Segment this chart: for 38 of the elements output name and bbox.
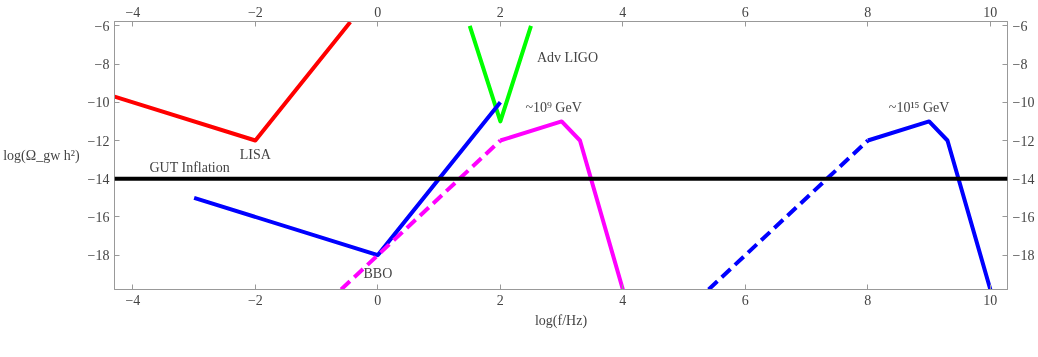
ref-line-label: GUT Inflation [149, 159, 230, 175]
y-tick-label: −8 [94, 57, 110, 73]
x-tick-label: −4 [125, 4, 141, 20]
x2-tick-label: −2 [247, 292, 263, 308]
y-tick-label: −16 [87, 209, 110, 225]
series-label: BBO [363, 265, 393, 281]
y-tick-label: −18 [87, 248, 110, 264]
y2-tick-label: −12 [1012, 133, 1035, 149]
x2-tick-label: 6 [741, 292, 749, 308]
x-tick-label: 8 [864, 4, 872, 20]
y-tick-label: −14 [87, 171, 110, 187]
y-tick-label: −10 [87, 95, 110, 111]
x-tick-label: 0 [374, 4, 382, 20]
y2-tick-label: −6 [1012, 18, 1028, 34]
x2-tick-label: −4 [125, 292, 141, 308]
series-label: ~10¹⁵ GeV [888, 99, 950, 115]
x-tick-label: 10 [983, 4, 998, 20]
y-axis-title: log(Ω_gw h²) [3, 148, 80, 164]
y2-tick-label: −8 [1012, 57, 1028, 73]
x-tick-label: 6 [741, 4, 749, 20]
x2-tick-label: 8 [864, 292, 872, 308]
y2-tick-label: −16 [1012, 209, 1035, 225]
y-tick-label: −6 [94, 18, 110, 34]
x-tick-label: −2 [247, 4, 263, 20]
y2-tick-label: −10 [1012, 95, 1035, 111]
series-label: LISA [239, 147, 272, 162]
x2-tick-label: 0 [374, 292, 382, 308]
x2-tick-label: 10 [983, 292, 998, 308]
series-label: Adv LIGO [536, 50, 599, 66]
series-label: ~10⁹ GeV [525, 99, 582, 115]
x-axis-title: log(f/Hz) [534, 312, 588, 329]
x2-tick-label: 2 [496, 292, 504, 308]
x-tick-label: 2 [496, 4, 504, 20]
x2-tick-label: 4 [619, 292, 627, 308]
y2-tick-label: −14 [1012, 171, 1035, 187]
y2-tick-label: −18 [1012, 248, 1035, 264]
x-tick-label: 4 [619, 4, 627, 20]
y-tick-label: −12 [87, 133, 110, 149]
